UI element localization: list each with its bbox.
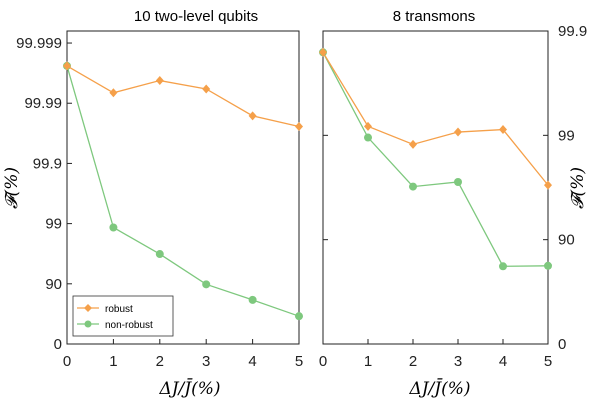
x-tick-label: 2 [156, 353, 164, 370]
x-tick-label: 4 [499, 353, 507, 370]
right-point-non-robust [364, 133, 372, 142]
right-point-robust [544, 180, 552, 190]
x-tick-label: 5 [544, 353, 552, 370]
y-tick-label: 99.9 [33, 155, 62, 172]
x-tick-label: 0 [319, 353, 327, 370]
right-point-robust [454, 127, 462, 137]
x-tick-label: 1 [364, 353, 372, 370]
left-series-line-non-robust [66, 65, 300, 317]
x-tick-label: 5 [295, 353, 303, 370]
left-x-axis: 0 1 2 3 4 5 [63, 339, 303, 370]
x-tick-label: 2 [409, 353, 417, 370]
right-chart-title: 8 transmons [393, 8, 476, 25]
right-point-robust [499, 125, 507, 135]
right-point-non-robust [499, 262, 507, 271]
right-x-axis-label: ΔJ/J̄(%) [408, 377, 470, 399]
x-tick-label: 3 [454, 353, 462, 370]
legend-label-non-robust: non-robust [105, 320, 153, 331]
y-tick-label: 0 [558, 336, 566, 353]
left-point-robust [295, 122, 303, 132]
right-x-axis: 0 1 2 3 4 5 [319, 339, 552, 370]
y-tick-label: 99.9 [558, 23, 587, 40]
right-y-axis-label: 𝓕(%) [568, 167, 588, 209]
x-tick-label: 3 [202, 353, 210, 370]
legend-label-robust: robust [105, 304, 133, 315]
legend-circle-marker [84, 320, 92, 328]
x-tick-label: 0 [63, 353, 71, 370]
left-point-non-robust [202, 280, 211, 289]
y-tick-label: 99 [558, 127, 575, 144]
left-plot-area [63, 61, 303, 321]
x-tick-label: 4 [248, 353, 256, 370]
left-point-robust [248, 111, 257, 121]
right-series-line-non-robust [322, 51, 549, 267]
left-point-robust [109, 88, 118, 98]
right-point-robust [364, 121, 372, 131]
right-plot-area [319, 47, 552, 271]
left-y-axis-label: 𝓕(%) [2, 167, 22, 209]
right-point-robust [409, 139, 417, 149]
left-point-robust [63, 61, 71, 71]
legend-diamond-marker [84, 304, 92, 312]
left-point-non-robust [248, 295, 257, 304]
y-tick-label: 90 [558, 232, 575, 249]
left-point-non-robust [155, 250, 164, 259]
legend: robust non-robust [72, 295, 174, 337]
left-chart-title: 10 two-level qubits [134, 8, 258, 25]
left-point-non-robust [295, 312, 303, 321]
y-tick-label: 99.99 [24, 95, 62, 112]
right-point-non-robust [454, 177, 462, 186]
y-tick-label: 99 [45, 216, 62, 233]
left-y-axis: 0 90 99 99.9 99.99 99.999 [16, 35, 72, 353]
y-tick-label: 99.999 [16, 35, 62, 52]
right-point-non-robust [409, 182, 417, 191]
y-tick-label: 90 [45, 276, 62, 293]
left-plot-frame [66, 30, 300, 345]
y-tick-label: 0 [54, 336, 62, 353]
left-series-line-robust [66, 65, 300, 128]
right-point-non-robust [544, 261, 552, 270]
right-series-line-robust [322, 51, 549, 186]
left-point-non-robust [109, 223, 118, 232]
right-y-axis: 0 90 99 99.9 [323, 23, 587, 353]
left-point-robust [155, 76, 164, 86]
left-x-axis-label: ΔJ/J̄(%) [158, 377, 220, 399]
left-point-robust [202, 84, 211, 94]
right-plot-frame [322, 30, 549, 345]
x-tick-label: 1 [109, 353, 117, 370]
right-point-robust [319, 47, 327, 57]
